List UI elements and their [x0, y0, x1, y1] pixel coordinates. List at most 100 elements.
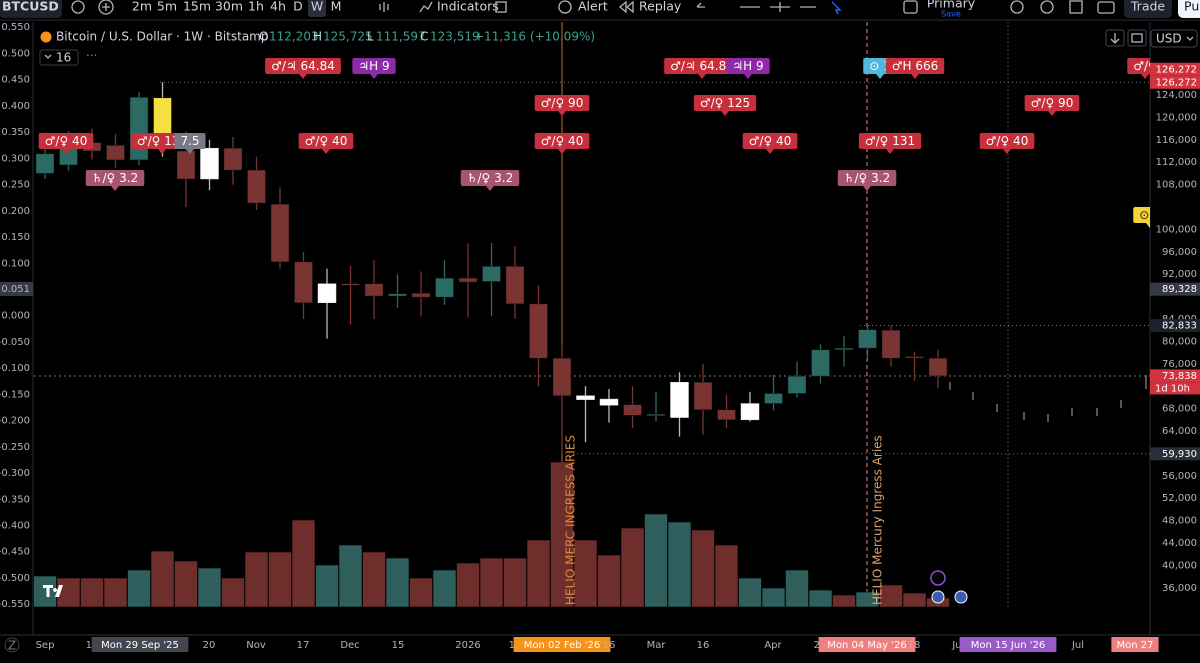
indicator-box[interactable] — [39, 49, 79, 66]
annotation-box — [979, 133, 1035, 149]
annotation: ♂/♀ 125 — [693, 95, 757, 116]
left-tick-label: -0.450 — [0, 547, 30, 558]
left-tick-label: 0.450 — [1, 75, 30, 86]
left-tick-label: 0.400 — [1, 101, 30, 112]
price-tick-label: 56,000 — [1162, 471, 1197, 482]
annotation-box — [742, 133, 798, 149]
chart-type-icon[interactable] — [379, 2, 389, 12]
symbol[interactable]: BTCUSD — [2, 0, 59, 14]
time-label: 16 — [697, 640, 710, 651]
replay-button[interactable]: Replay — [639, 0, 682, 14]
fullscreen-icon[interactable] — [1069, 0, 1083, 14]
annotation-pointer — [158, 149, 166, 154]
annotation-pointer — [911, 74, 919, 79]
annotation-pointer — [698, 74, 706, 79]
indicators-icon[interactable] — [419, 1, 433, 13]
interval-button[interactable]: 15m — [183, 0, 211, 14]
price-tick-label: 48,000 — [1162, 516, 1197, 527]
publish-button-bg[interactable] — [1178, 0, 1200, 18]
volume-bar — [738, 577, 762, 608]
left-tick-label: -0.250 — [0, 442, 30, 453]
time-badge — [91, 637, 189, 652]
price-tick-label: 120,000 — [1156, 112, 1197, 123]
interval-button[interactable]: 30m — [215, 0, 243, 14]
compare-icon[interactable] — [98, 0, 114, 15]
annotation-label: ♄/♀ 3.2 — [92, 171, 139, 185]
interval-button[interactable]: D — [293, 0, 303, 14]
watchlist-icon[interactable] — [71, 0, 85, 14]
annotation-box — [1127, 58, 1150, 74]
search-icon[interactable] — [1010, 0, 1024, 14]
volume-bar — [80, 577, 104, 608]
annotation-box — [265, 58, 341, 74]
annotation-label: ♂/♀ 40 — [541, 134, 584, 148]
volume-bar — [34, 575, 57, 608]
zoom-reset[interactable] — [4, 637, 20, 653]
volume-bar — [338, 544, 363, 608]
interval-button[interactable]: M — [331, 0, 342, 14]
drawing-tools[interactable] — [740, 2, 816, 12]
indicators-button[interactable]: Indicators — [437, 0, 499, 14]
templates-icon[interactable] — [495, 1, 507, 13]
alert-icon[interactable] — [558, 0, 572, 14]
volume-bar — [644, 513, 668, 608]
interval-button[interactable]: 1h — [248, 0, 264, 14]
currency-box[interactable] — [1150, 29, 1198, 48]
candle-body — [576, 395, 595, 400]
annotation: ♂/♀ 40 — [298, 133, 354, 154]
cursor-icon[interactable] — [831, 1, 842, 15]
left-tick-label: 0.250 — [1, 180, 30, 191]
price-tick-label: 108,000 — [1156, 180, 1197, 191]
volume-bar — [902, 592, 927, 608]
annotation: ♃H 9 — [726, 58, 770, 79]
maximize-button[interactable] — [1127, 29, 1147, 47]
volume-bar — [597, 554, 621, 608]
trade-button-bg[interactable] — [1124, 0, 1172, 18]
candle-body — [341, 283, 360, 286]
settings-icon[interactable] — [1040, 0, 1054, 14]
left-badge — [0, 281, 33, 296]
price-tick-label: 36,000 — [1162, 583, 1197, 594]
layout-name[interactable]: Primary — [927, 0, 976, 11]
annotation-pointer — [886, 149, 894, 154]
time-label: Mon 02 Feb '26 — [524, 640, 601, 651]
scroll-button[interactable] — [1105, 29, 1125, 47]
legend-low-label: L — [367, 30, 374, 44]
price-tick-label: 100,000 — [1156, 224, 1197, 235]
replay-icon[interactable] — [618, 0, 634, 14]
annotation-label: ♂/♀ 90 — [1031, 96, 1074, 110]
candle-body — [106, 145, 125, 161]
annotation-label: ♂/♀ 40 — [986, 134, 1029, 148]
undo-icon[interactable] — [696, 2, 705, 8]
layout-icon[interactable] — [903, 0, 918, 14]
candle-body — [482, 266, 501, 282]
time-badge — [818, 637, 916, 652]
scroll-icon — [1110, 33, 1120, 44]
interval-button[interactable]: 4h — [270, 0, 286, 14]
symbol-box[interactable] — [0, 0, 62, 18]
left-tick-label: 0.350 — [1, 127, 30, 138]
interval-button[interactable]: 2m — [132, 0, 152, 14]
trade-button[interactable]: Trade — [1130, 0, 1166, 14]
volume-bar — [103, 577, 128, 608]
snapshot-icon[interactable] — [1097, 1, 1115, 14]
zoom-icon[interactable]: Z — [8, 639, 16, 653]
price-badge-label: 73,838 — [1162, 371, 1197, 382]
left-tick-label: -0.200 — [0, 416, 30, 427]
save-button[interactable]: Save — [941, 10, 961, 19]
annotation: ♄/♀ 3.2 — [85, 170, 145, 191]
left-tick-label: -0.100 — [0, 363, 30, 374]
interval-button[interactable]: W — [311, 0, 323, 14]
volume-bar — [409, 577, 433, 608]
alert-button[interactable]: Alert — [578, 0, 608, 14]
price-badge-label: 89,328 — [1162, 284, 1197, 295]
more-icon[interactable]: ··· — [86, 49, 97, 63]
publish-button[interactable]: Pu — [1184, 0, 1199, 14]
time-label: Mon 29 Sep '25 — [101, 640, 179, 651]
interval-button[interactable]: 5m — [157, 0, 177, 14]
currency[interactable]: USD — [1156, 32, 1182, 46]
time-label: Mon 15 Jun '26 — [971, 640, 1045, 651]
collapse-icon[interactable] — [44, 54, 52, 59]
indicator-length[interactable]: 16 — [56, 51, 71, 65]
